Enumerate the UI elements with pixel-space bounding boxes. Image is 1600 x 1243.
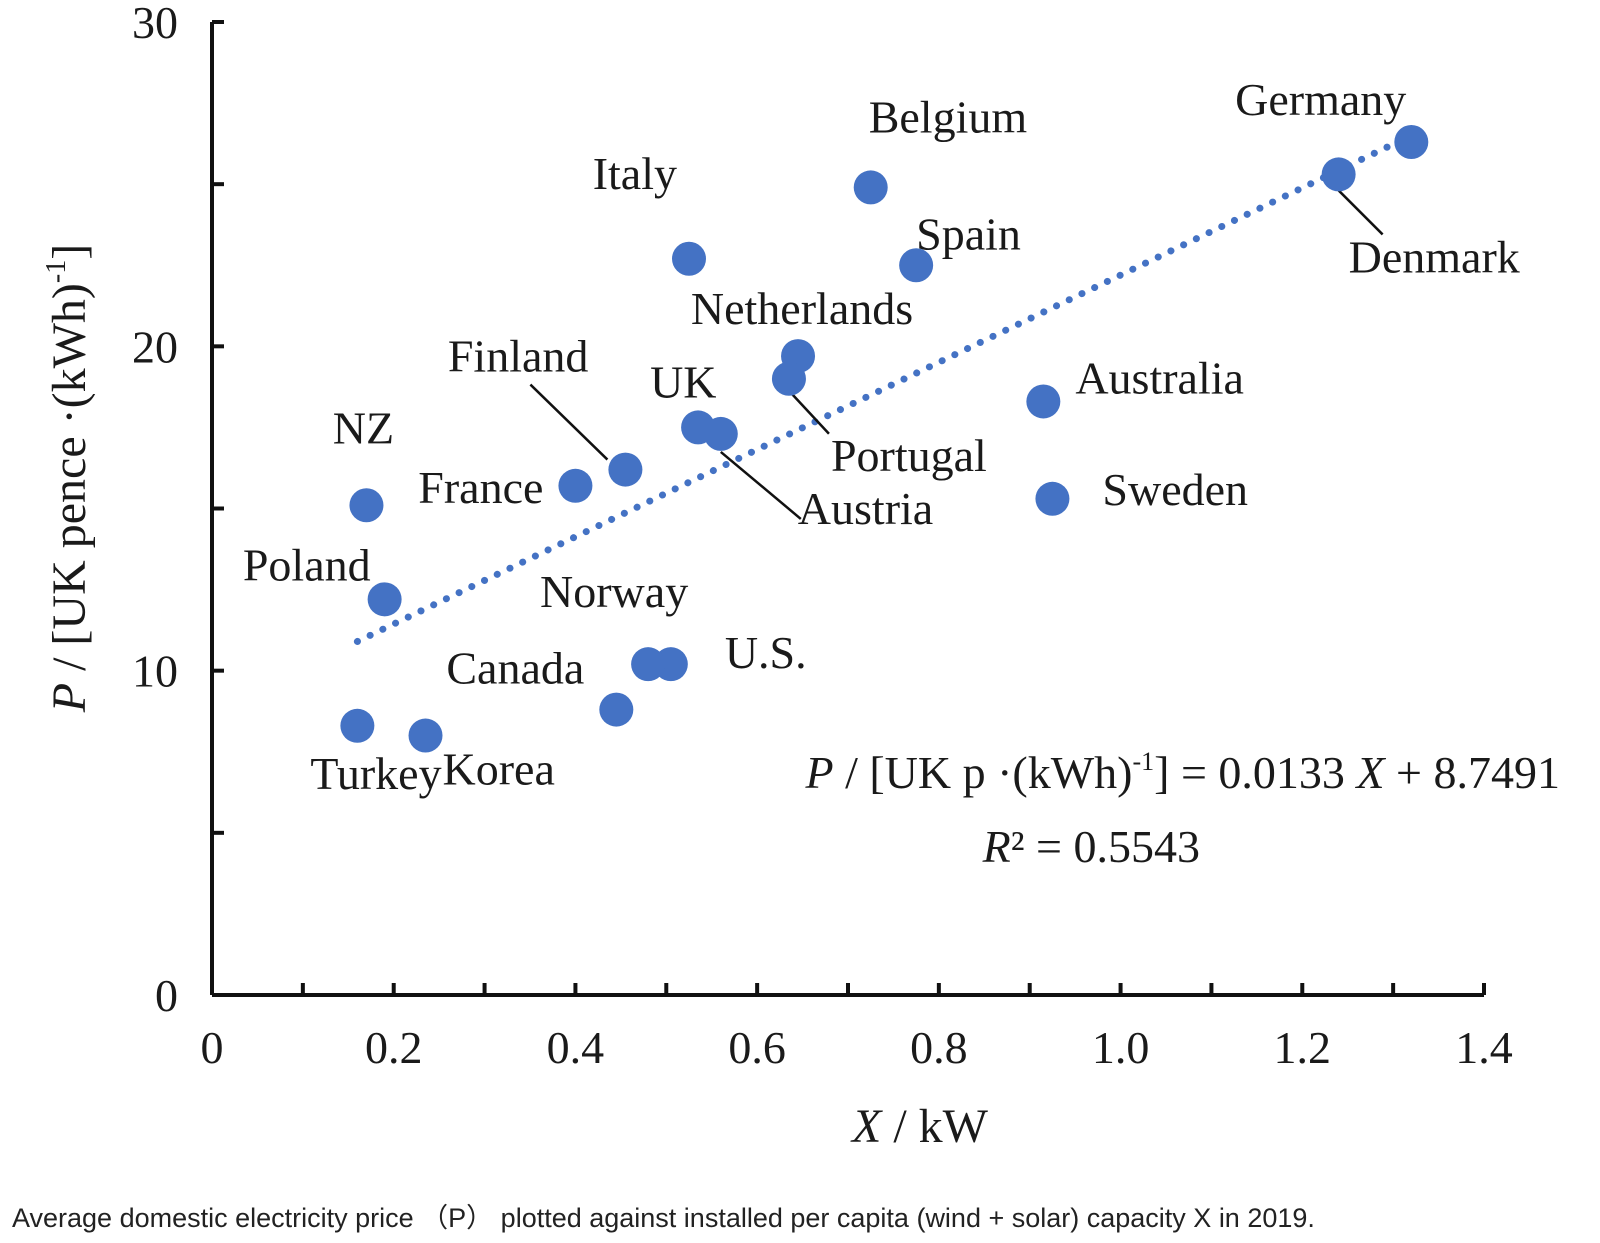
x-tick-label: 1.2 <box>1274 1022 1332 1073</box>
point-label: Korea <box>443 744 555 795</box>
data-points <box>340 125 1429 753</box>
point-label: Finland <box>448 331 589 382</box>
axis-ticks: 0 0.2 0.4 0.6 0.8 1.0 1.2 1.4 0 10 20 30 <box>132 0 1513 1073</box>
data-point <box>408 718 443 753</box>
leader-lines <box>529 189 1384 520</box>
x-tick-label: 1.4 <box>1455 1022 1513 1073</box>
point-label: Canada <box>446 643 584 694</box>
x-tick-label: 0.6 <box>728 1022 786 1073</box>
data-point <box>771 361 806 396</box>
leader-line <box>529 383 609 461</box>
trendline-group <box>353 132 1415 645</box>
x-tick-label: 0.2 <box>365 1022 423 1073</box>
data-point <box>1026 384 1061 419</box>
x-tick-label: 1.0 <box>1092 1022 1150 1073</box>
point-label: Portugal <box>831 430 987 481</box>
point-label: Sweden <box>1102 464 1248 515</box>
data-point <box>1394 125 1429 160</box>
regression-equation: P / [UK p ·(kWh)-1] = 0.0133 X + 8.7491 <box>804 747 1560 798</box>
point-label: Denmark <box>1349 231 1520 282</box>
data-point <box>349 488 384 523</box>
point-label: France <box>418 462 543 513</box>
data-point <box>703 416 738 451</box>
point-label: Spain <box>916 208 1021 259</box>
data-point <box>340 708 375 743</box>
y-tick-label: 20 <box>132 321 178 372</box>
y-tick-label: 30 <box>132 0 178 48</box>
leader-line <box>719 450 802 520</box>
point-label: NZ <box>333 402 394 453</box>
point-label: Australia <box>1075 352 1244 403</box>
point-label: Belgium <box>869 91 1028 142</box>
y-axis-title: P / [UK pence ·(kWh)-1] <box>41 244 96 713</box>
y-tick-label: 10 <box>132 646 178 697</box>
y-tick-label: 0 <box>155 970 178 1021</box>
data-point <box>608 452 643 487</box>
point-label: Turkey <box>310 748 441 799</box>
point-label: Poland <box>243 539 371 590</box>
data-point <box>1321 157 1356 192</box>
x-axis-title: X / kW <box>850 1100 989 1153</box>
point-label: U.S. <box>725 627 807 678</box>
figure-caption: Average domestic electricity price （P） p… <box>12 1203 1315 1233</box>
point-label: Netherlands <box>691 283 913 334</box>
data-point <box>853 170 888 205</box>
data-point <box>367 582 402 617</box>
data-point <box>558 468 593 503</box>
leader-line <box>1337 189 1384 236</box>
data-point <box>672 241 706 276</box>
data-point <box>1035 481 1070 516</box>
data-point <box>899 248 934 283</box>
point-label: Italy <box>593 148 677 199</box>
trend-line <box>353 132 1415 645</box>
point-label: Austria <box>798 483 933 534</box>
x-tick-label: 0 <box>201 1022 224 1073</box>
leader-line <box>788 389 830 435</box>
point-label: Germany <box>1235 74 1406 125</box>
r-squared: R² = 0.5543 <box>982 821 1200 872</box>
point-label: Norway <box>540 566 688 617</box>
x-tick-label: 0.4 <box>547 1022 605 1073</box>
x-tick-label: 0.8 <box>910 1022 968 1073</box>
point-labels: Germany Denmark Belgium Italy SpainNetherlan… <box>243 74 1520 799</box>
point-label: UK <box>650 356 716 407</box>
data-point <box>599 692 634 727</box>
data-point <box>631 647 666 682</box>
